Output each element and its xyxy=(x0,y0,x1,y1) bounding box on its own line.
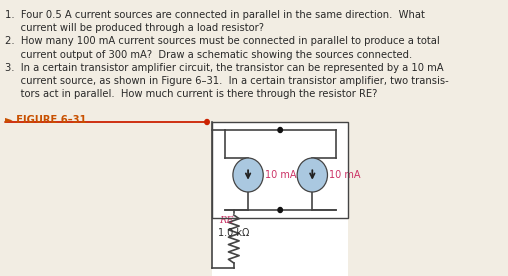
Bar xyxy=(212,122,348,276)
Text: current will be produced through a load resistor?: current will be produced through a load … xyxy=(6,23,264,33)
Text: current source, as shown in Figure 6–31.  In a certain transistor amplifier, two: current source, as shown in Figure 6–31.… xyxy=(6,76,449,86)
Bar xyxy=(212,122,348,218)
Text: 10 mA: 10 mA xyxy=(329,170,361,180)
Circle shape xyxy=(205,120,209,124)
Circle shape xyxy=(278,208,282,213)
Text: ► FIGURE 6–31: ► FIGURE 6–31 xyxy=(6,115,87,125)
Text: tors act in parallel.  How much current is there through the resistor RE?: tors act in parallel. How much current i… xyxy=(6,89,378,99)
Text: 2.  How many 100 mA current sources must be connected in parallel to produce a t: 2. How many 100 mA current sources must … xyxy=(6,36,440,46)
Text: RE: RE xyxy=(219,216,234,225)
Text: 1.0 kΩ: 1.0 kΩ xyxy=(218,228,249,238)
Text: 10 mA: 10 mA xyxy=(265,170,297,180)
Circle shape xyxy=(278,128,282,132)
Circle shape xyxy=(233,158,263,192)
Text: 1.  Four 0.5 A current sources are connected in parallel in the same direction. : 1. Four 0.5 A current sources are connec… xyxy=(6,10,425,20)
Text: 3.  In a certain transistor amplifier circuit, the transistor can be represented: 3. In a certain transistor amplifier cir… xyxy=(6,63,444,73)
Circle shape xyxy=(297,158,328,192)
Text: current output of 300 mA?  Draw a schematic showing the sources connected.: current output of 300 mA? Draw a schemat… xyxy=(6,50,412,60)
